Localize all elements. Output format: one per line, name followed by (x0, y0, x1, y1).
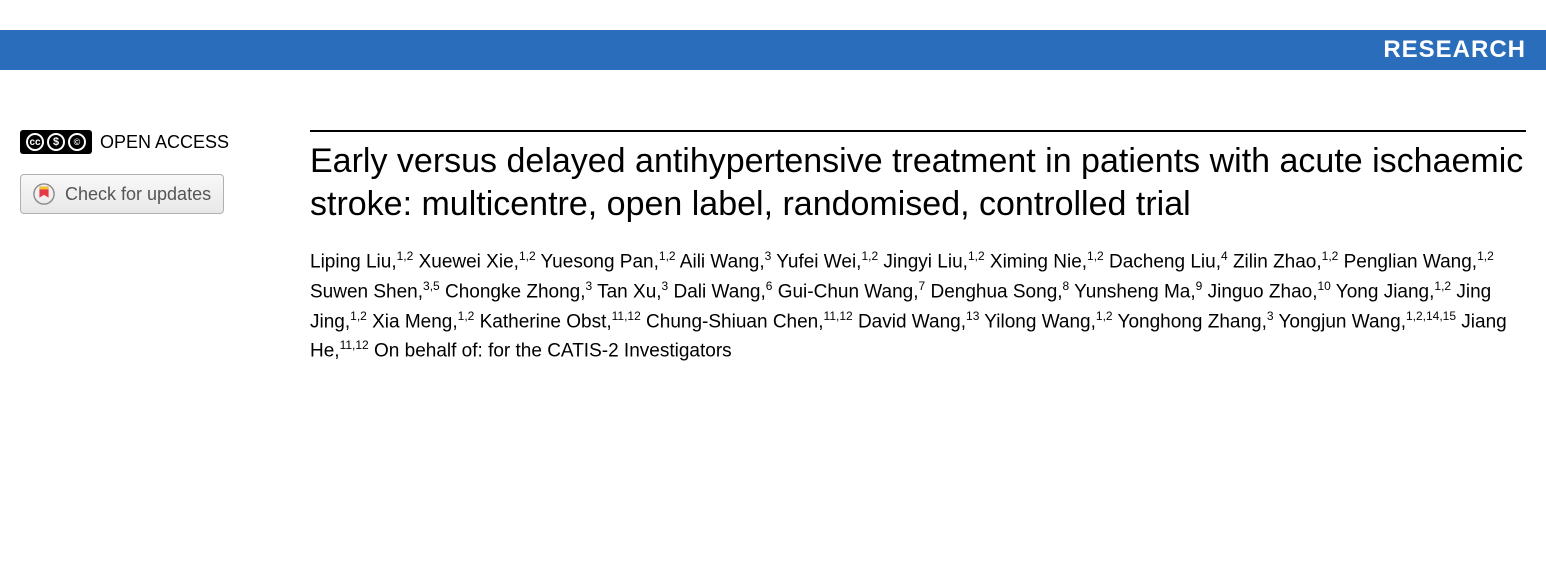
banner-label: RESEARCH (1383, 36, 1526, 63)
article-title: Early versus delayed antihypertensive tr… (310, 140, 1526, 225)
author-list: Liping Liu,1,2 Xuewei Xie,1,2 Yuesong Pa… (310, 247, 1526, 366)
check-updates-button[interactable]: Check for updates (20, 174, 224, 214)
open-access-row: cc $ © OPEN ACCESS (20, 130, 280, 154)
open-access-label: OPEN ACCESS (100, 132, 229, 153)
research-banner: RESEARCH (0, 30, 1546, 70)
cc-nc-icon: $ (47, 133, 65, 151)
left-sidebar: cc $ © OPEN ACCESS Check for updates (20, 130, 280, 366)
crossmark-icon (33, 183, 55, 205)
cc-license-badge: cc $ © (20, 130, 92, 154)
content-area: cc $ © OPEN ACCESS Check for updates Ear… (0, 70, 1546, 386)
check-updates-label: Check for updates (65, 184, 211, 205)
cc-icon: cc (26, 133, 44, 151)
article-main: Early versus delayed antihypertensive tr… (310, 130, 1526, 366)
cc-by-icon: © (68, 133, 86, 151)
